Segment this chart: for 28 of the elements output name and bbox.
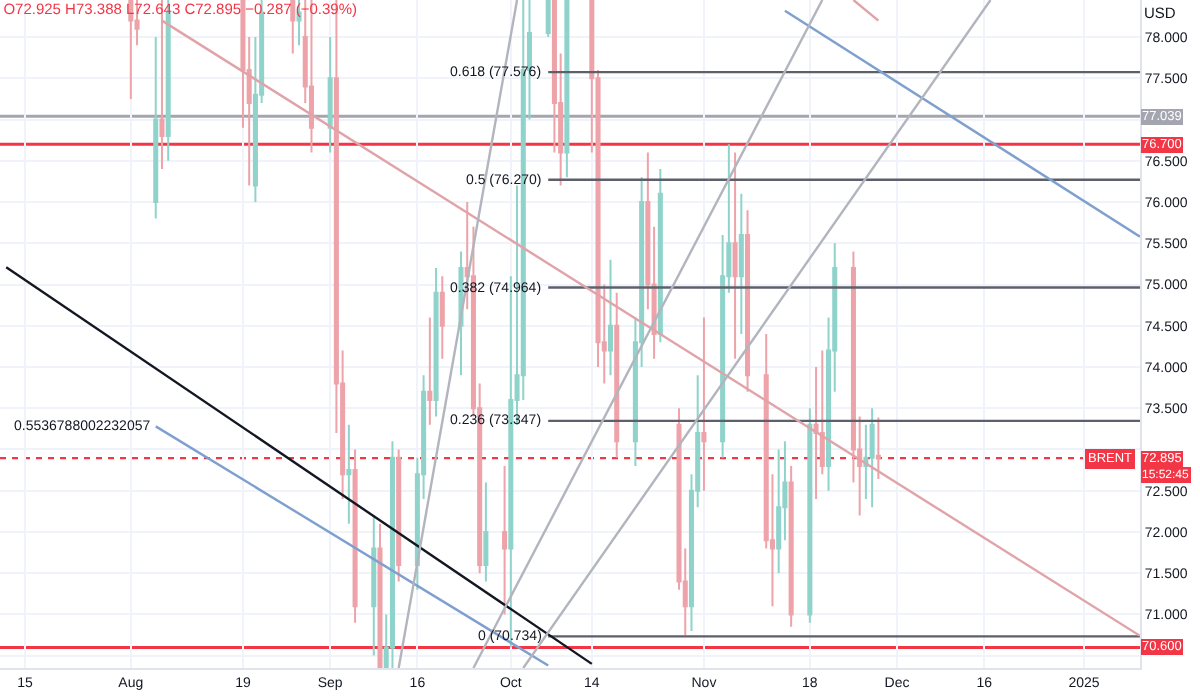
candlestick [745, 209, 751, 393]
candlestick [483, 481, 489, 583]
candlestick [396, 448, 402, 583]
candlestick [433, 267, 439, 418]
candlestick [869, 407, 875, 509]
candlestick [327, 36, 333, 154]
candlestick [502, 464, 508, 616]
candlestick [427, 316, 433, 426]
candlestick [153, 36, 159, 220]
candlestick [614, 291, 620, 459]
candlestick [788, 464, 794, 628]
candlestick [352, 448, 358, 624]
candlestick [564, 0, 570, 179]
candlestick [776, 448, 782, 575]
candlestick [371, 514, 377, 657]
candlestick [875, 416, 881, 480]
candlestick [439, 275, 445, 360]
candlestick [732, 151, 738, 360]
candlestick [738, 192, 744, 335]
candlestick [377, 522, 383, 668]
candlestick [545, 0, 551, 39]
candlestick [290, 0, 296, 55]
candlestick [389, 440, 395, 668]
candlestick [607, 258, 614, 377]
candlestick [657, 168, 663, 344]
candlestick [701, 316, 707, 492]
candlestick [807, 407, 813, 624]
candlestick [346, 423, 352, 525]
